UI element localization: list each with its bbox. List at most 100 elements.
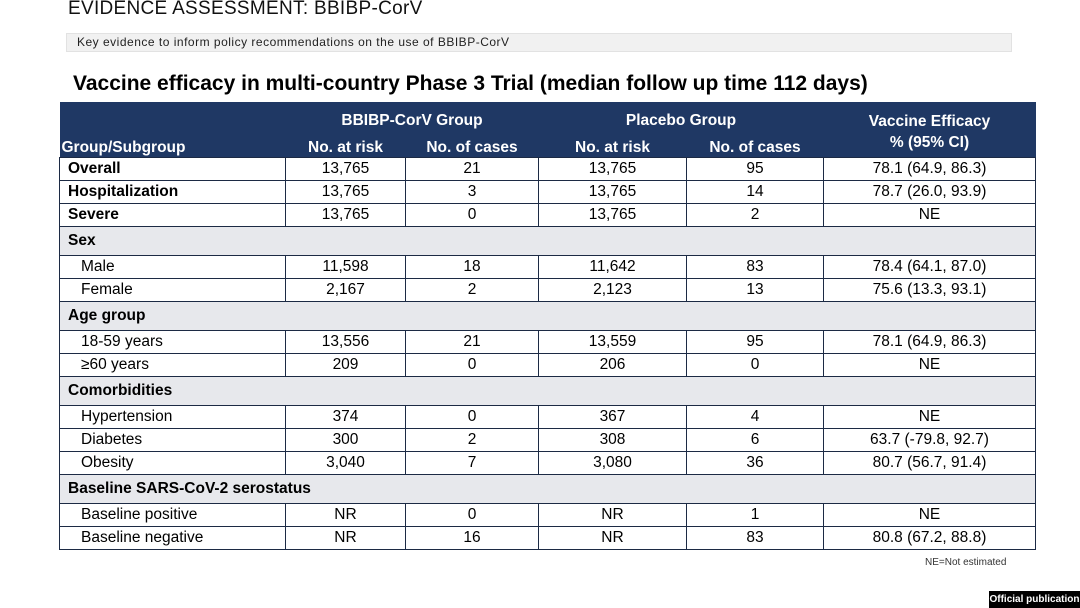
vaccine-at-risk: 13,765 xyxy=(285,203,406,227)
table-row: Hypertension 374 0 367 4 NE xyxy=(59,405,1036,429)
efficacy-table: BBIBP-CorV Group Placebo Group Vaccine E… xyxy=(59,102,1036,550)
placebo-cases: 1 xyxy=(686,503,824,527)
row-label: Overall xyxy=(59,157,286,181)
placebo-at-risk: 3,080 xyxy=(538,451,687,475)
row-label: Baseline negative xyxy=(59,526,286,550)
vaccine-at-risk: 2,167 xyxy=(285,278,406,302)
header-vaccine-group: BBIBP-CorV Group xyxy=(285,102,539,130)
header-placebo-at-risk: No. at risk xyxy=(538,130,687,158)
header-efficacy-line1: Vaccine Efficacy xyxy=(868,112,991,130)
table-body: Overall 13,765 21 13,765 95 78.1 (64.9, … xyxy=(59,157,1036,550)
placebo-cases: 2 xyxy=(686,203,824,227)
placebo-at-risk: 13,765 xyxy=(538,203,687,227)
vaccine-efficacy: 78.7 (26.0, 93.9) xyxy=(823,180,1036,204)
vaccine-at-risk: 3,040 xyxy=(285,451,406,475)
table-row: Female 2,167 2 2,123 13 75.6 (13.3, 93.1… xyxy=(59,278,1036,302)
vaccine-at-risk: 209 xyxy=(285,353,406,377)
header-vaccine-at-risk: No. at risk xyxy=(285,130,406,158)
vaccine-cases: 0 xyxy=(405,503,539,527)
vaccine-cases: 2 xyxy=(405,278,539,302)
section-row: Baseline SARS-CoV-2 serostatus xyxy=(59,474,1036,504)
placebo-cases: 4 xyxy=(686,405,824,429)
placebo-at-risk: NR xyxy=(538,526,687,550)
vaccine-efficacy: 78.1 (64.9, 86.3) xyxy=(823,157,1036,181)
placebo-at-risk: 13,765 xyxy=(538,180,687,204)
vaccine-cases: 0 xyxy=(405,405,539,429)
placebo-cases: 13 xyxy=(686,278,824,302)
vaccine-at-risk: 13,556 xyxy=(285,330,406,354)
placebo-cases: 95 xyxy=(686,330,824,354)
row-label: ≥60 years xyxy=(59,353,286,377)
placebo-at-risk: 2,123 xyxy=(538,278,687,302)
vaccine-at-risk: NR xyxy=(285,503,406,527)
header-blank xyxy=(59,102,286,130)
section-label: Sex xyxy=(59,226,1036,256)
row-label: Male xyxy=(59,255,286,279)
placebo-cases: 36 xyxy=(686,451,824,475)
header-placebo-cases: No. of cases xyxy=(686,130,824,158)
vaccine-at-risk: 13,765 xyxy=(285,157,406,181)
vaccine-efficacy: 80.8 (67.2, 88.8) xyxy=(823,526,1036,550)
placebo-cases: 83 xyxy=(686,255,824,279)
vaccine-at-risk: 374 xyxy=(285,405,406,429)
vaccine-cases: 21 xyxy=(405,330,539,354)
table-row: Hospitalization 13,765 3 13,765 14 78.7 … xyxy=(59,180,1036,204)
vaccine-efficacy: NE xyxy=(823,203,1036,227)
vaccine-at-risk: 11,598 xyxy=(285,255,406,279)
row-label: Hypertension xyxy=(59,405,286,429)
vaccine-efficacy: 78.1 (64.9, 86.3) xyxy=(823,330,1036,354)
vaccine-efficacy: NE xyxy=(823,353,1036,377)
table-row: Baseline positive NR 0 NR 1 NE xyxy=(59,503,1036,527)
subtitle-bar: Key evidence to inform policy recommenda… xyxy=(66,33,1012,52)
placebo-cases: 14 xyxy=(686,180,824,204)
section-row: Sex xyxy=(59,226,1036,256)
official-publication-badge: Official publication xyxy=(989,591,1080,608)
vaccine-efficacy: NE xyxy=(823,405,1036,429)
header-placebo-group: Placebo Group xyxy=(538,102,824,130)
placebo-at-risk: 11,642 xyxy=(538,255,687,279)
table-row: 18-59 years 13,556 21 13,559 95 78.1 (64… xyxy=(59,330,1036,354)
placebo-cases: 6 xyxy=(686,428,824,452)
header-vaccine-cases: No. of cases xyxy=(405,130,539,158)
table-row: Overall 13,765 21 13,765 95 78.1 (64.9, … xyxy=(59,157,1036,181)
row-label: Hospitalization xyxy=(59,180,286,204)
section-label: Age group xyxy=(59,301,1036,331)
table-row: Male 11,598 18 11,642 83 78.4 (64.1, 87.… xyxy=(59,255,1036,279)
vaccine-cases: 18 xyxy=(405,255,539,279)
table-row: Baseline negative NR 16 NR 83 80.8 (67.2… xyxy=(59,526,1036,550)
vaccine-cases: 16 xyxy=(405,526,539,550)
vaccine-cases: 0 xyxy=(405,203,539,227)
section-row: Comorbidities xyxy=(59,376,1036,406)
footnote: NE=Not estimated xyxy=(925,557,1007,568)
vaccine-efficacy: NE xyxy=(823,503,1036,527)
table-title: Vaccine efficacy in multi-country Phase … xyxy=(73,72,868,95)
table-row: Diabetes 300 2 308 6 63.7 (-79.8, 92.7) xyxy=(59,428,1036,452)
placebo-at-risk: NR xyxy=(538,503,687,527)
header-efficacy-line2: % (95% CI) xyxy=(889,133,970,151)
vaccine-cases: 3 xyxy=(405,180,539,204)
placebo-at-risk: 308 xyxy=(538,428,687,452)
placebo-cases: 83 xyxy=(686,526,824,550)
vaccine-efficacy: 63.7 (-79.8, 92.7) xyxy=(823,428,1036,452)
placebo-at-risk: 13,765 xyxy=(538,157,687,181)
table-row: Severe 13,765 0 13,765 2 NE xyxy=(59,203,1036,227)
placebo-cases: 0 xyxy=(686,353,824,377)
vaccine-cases: 2 xyxy=(405,428,539,452)
placebo-cases: 95 xyxy=(686,157,824,181)
vaccine-efficacy: 80.7 (56.7, 91.4) xyxy=(823,451,1036,475)
placebo-at-risk: 206 xyxy=(538,353,687,377)
section-label: Baseline SARS-CoV-2 serostatus xyxy=(59,474,1036,504)
vaccine-at-risk: 13,765 xyxy=(285,180,406,204)
page-title: EVIDENCE ASSESSMENT: BBIBP-CorV xyxy=(68,0,423,19)
row-label: Baseline positive xyxy=(59,503,286,527)
section-label: Comorbidities xyxy=(59,376,1036,406)
row-label: Severe xyxy=(59,203,286,227)
vaccine-efficacy: 78.4 (64.1, 87.0) xyxy=(823,255,1036,279)
vaccine-cases: 0 xyxy=(405,353,539,377)
table-header: BBIBP-CorV Group Placebo Group Vaccine E… xyxy=(59,102,1036,158)
header-subgroup: Group/Subgroup xyxy=(59,130,286,158)
placebo-at-risk: 13,559 xyxy=(538,330,687,354)
header-vaccine-efficacy: Vaccine Efficacy % (95% CI) xyxy=(823,102,1036,158)
row-label: Female xyxy=(59,278,286,302)
placebo-at-risk: 367 xyxy=(538,405,687,429)
